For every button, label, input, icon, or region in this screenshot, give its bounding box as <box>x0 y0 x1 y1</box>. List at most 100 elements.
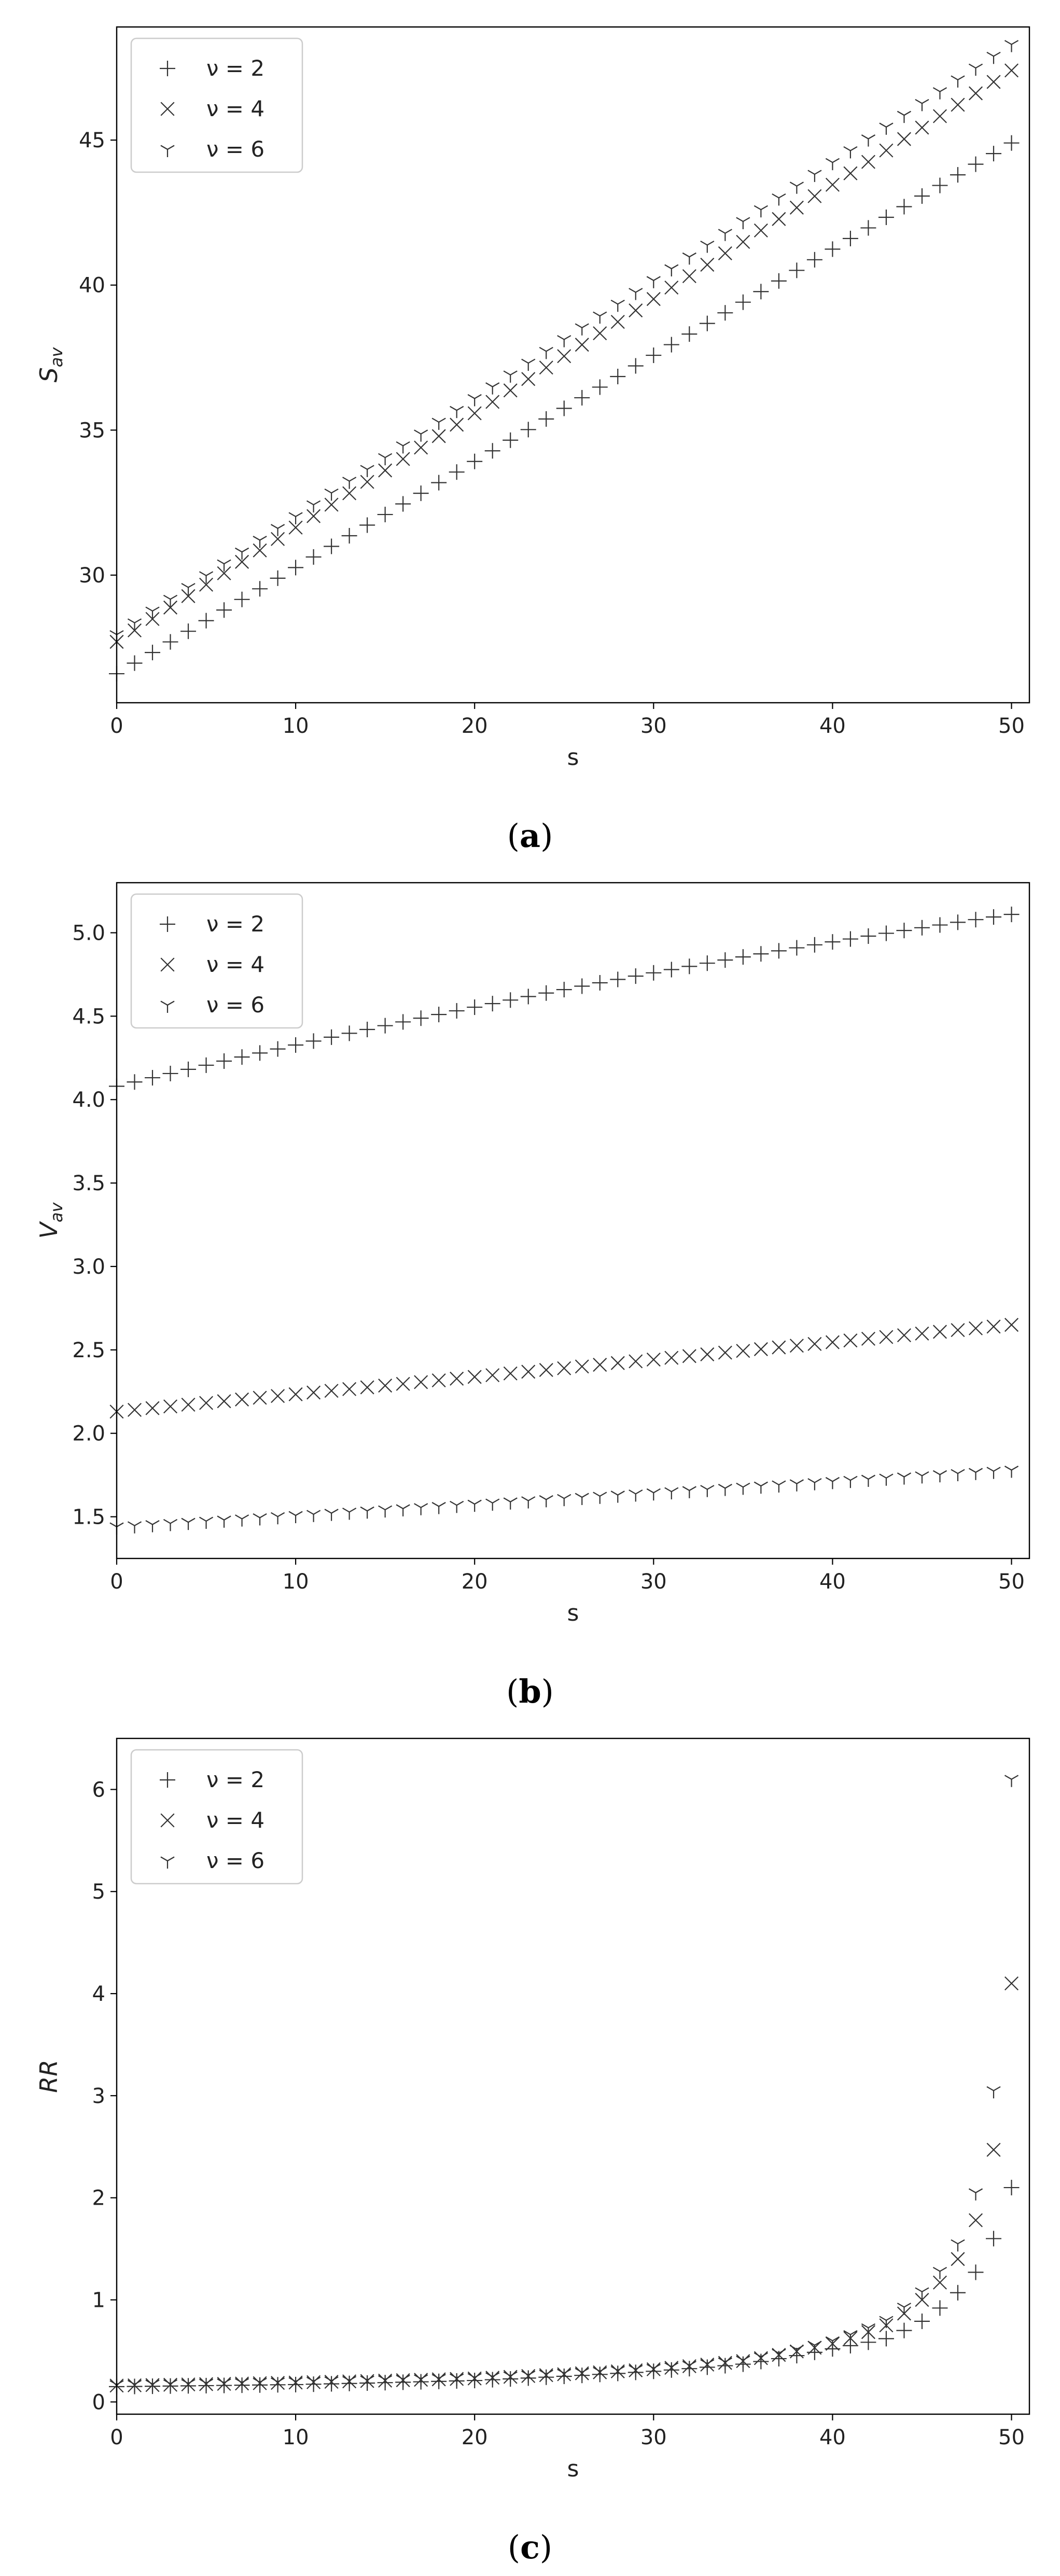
data-point <box>610 299 625 312</box>
data-point <box>806 252 822 268</box>
data-point <box>986 2086 1001 2099</box>
chart-c-series-1 <box>109 2180 1020 2394</box>
data-point <box>270 2377 285 2390</box>
data-point <box>180 623 197 639</box>
legend-label: ν = 4 <box>206 952 264 977</box>
data-point <box>521 372 536 386</box>
y-tick-label: 4.0 <box>72 1088 105 1112</box>
data-point <box>431 429 446 443</box>
y-tick-label: 2 <box>92 2187 105 2210</box>
data-point <box>718 229 732 241</box>
data-point <box>1004 1318 1019 1332</box>
data-point <box>736 1482 750 1495</box>
data-point <box>324 489 339 501</box>
data-point <box>503 2371 518 2384</box>
data-point <box>951 2252 965 2266</box>
data-point <box>610 2365 625 2378</box>
data-point <box>396 2375 410 2387</box>
data-point <box>610 1356 625 1370</box>
y-tick-label: 40 <box>79 274 105 298</box>
data-point <box>396 452 410 466</box>
data-point <box>342 486 357 500</box>
data-point <box>825 158 840 171</box>
data-point <box>199 571 214 583</box>
data-point <box>843 166 858 180</box>
data-point <box>556 982 572 998</box>
data-point <box>878 209 894 225</box>
y-tick-label: 30 <box>79 564 105 588</box>
caption-c-label: c <box>520 2528 540 2566</box>
data-point <box>968 63 983 76</box>
data-point <box>629 1489 643 1502</box>
data-point <box>593 326 607 341</box>
data-point <box>163 1519 178 1531</box>
data-point <box>199 2378 214 2391</box>
data-point <box>360 475 374 489</box>
data-point <box>896 2322 912 2338</box>
data-point <box>557 1494 571 1507</box>
data-point <box>360 1506 374 1519</box>
chart-a-frame <box>116 26 1030 704</box>
data-point <box>771 273 787 289</box>
data-point <box>414 429 428 442</box>
data-point <box>951 75 965 88</box>
data-point <box>986 2142 1001 2157</box>
data-point <box>539 360 553 375</box>
chart-b-points <box>109 907 1020 1535</box>
data-point <box>897 132 911 146</box>
data-point <box>324 1384 339 1398</box>
x-tick-label: 10 <box>283 714 309 738</box>
data-point <box>986 75 1001 89</box>
data-point <box>271 532 285 546</box>
chart-a-xlabel: s <box>567 744 579 771</box>
data-point <box>503 1366 518 1381</box>
chart-panel-a: 0 10 20 30 40 50 30 35 40 45 s Sav ν = 2 ν = 4 ν = 6 <box>0 0 1060 856</box>
data-point <box>663 962 679 978</box>
legend-marker <box>160 1000 175 1013</box>
x-tick-label: 50 <box>998 2426 1025 2449</box>
data-point <box>557 349 571 364</box>
data-point <box>753 946 769 962</box>
legend-label: ν = 2 <box>206 55 264 81</box>
data-point <box>396 1376 410 1391</box>
data-point <box>450 406 464 419</box>
data-point <box>592 974 608 991</box>
y-tick-label: 5.0 <box>72 922 105 945</box>
data-point <box>915 2287 929 2300</box>
data-point <box>127 1521 142 1534</box>
chart-a-legend: ν = 2 ν = 4 ν = 6 <box>130 37 303 173</box>
chart-a-ylabel: Sav <box>35 347 66 383</box>
data-point <box>252 1045 268 1061</box>
legend-marker <box>160 1772 175 1788</box>
chart-c-xlabel: s <box>567 2456 579 2482</box>
chart-panel-b: 0 10 20 30 40 50 1.5 2.0 2.5 3.0 3.5 4.0 4.5 5.0 s Vav ν… <box>0 856 1060 1711</box>
legend-label: ν = 6 <box>206 992 264 1018</box>
x-tick-label: 10 <box>283 2426 309 2449</box>
data-point <box>503 370 518 383</box>
data-point <box>306 2376 321 2389</box>
data-point <box>324 1509 339 1521</box>
data-point <box>288 1387 303 1401</box>
data-point <box>682 252 696 265</box>
y-tick-label: 2.5 <box>72 1339 105 1362</box>
data-point <box>842 931 858 947</box>
data-point <box>646 1488 661 1501</box>
data-point <box>431 1502 446 1514</box>
data-point <box>539 2370 553 2382</box>
chart-b-series-2 <box>109 1318 1019 1419</box>
data-point <box>593 1358 607 1372</box>
data-point <box>736 1344 750 1358</box>
data-point <box>503 383 518 398</box>
chart-a-series-3 <box>109 40 1019 643</box>
data-point <box>395 496 411 512</box>
data-point <box>342 1382 357 1396</box>
data-point <box>1003 907 1020 923</box>
data-point <box>467 406 482 421</box>
data-point <box>736 217 750 229</box>
data-point <box>932 1325 947 1339</box>
data-point <box>664 1350 679 1365</box>
data-point <box>771 943 787 959</box>
legend-box <box>130 893 303 1029</box>
data-point <box>879 122 894 135</box>
data-point <box>574 389 590 406</box>
